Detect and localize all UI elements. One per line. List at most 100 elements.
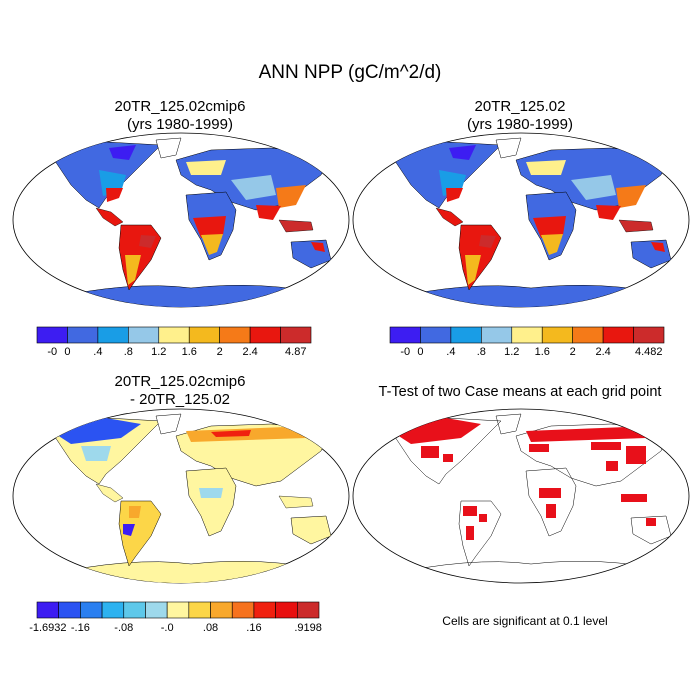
- map-top-left: [12, 132, 350, 308]
- colorbar-swatch: [145, 601, 168, 619]
- map-top-right: [352, 132, 690, 308]
- colorbar-tick-label: -.08: [114, 622, 134, 634]
- sa-north: [129, 506, 141, 518]
- sa-amazon: [479, 235, 496, 248]
- figure-title: ANN NPP (gC/m^2/d): [258, 62, 442, 83]
- colorbar-tick-label: 0: [64, 346, 71, 358]
- central-america: [435, 207, 464, 227]
- colorbar-swatch: [253, 601, 276, 619]
- colorbar-tick-label: -0: [47, 346, 58, 358]
- colorbar-swatch: [541, 326, 573, 344]
- europe: [186, 160, 226, 175]
- na-central: [81, 446, 111, 461]
- africa-outline: [525, 467, 577, 537]
- colorbar-tick-label: .9198: [294, 622, 322, 634]
- colorbar-swatch: [633, 326, 665, 344]
- panel-top-right-case: 20TR_125.02: [474, 98, 566, 115]
- colorbar-swatch: [219, 326, 251, 344]
- greenland: [155, 413, 182, 435]
- africa: [185, 467, 237, 537]
- colorbar-top-right-labels: -0 0 .4 .8 1.2 1.6 2 2.4 4.482: [390, 346, 664, 360]
- colorbar-tick-label: .8: [476, 346, 486, 358]
- africa-tropics: [533, 216, 566, 238]
- central-america: [95, 483, 124, 503]
- africa-tropics: [193, 216, 226, 238]
- significant-cells: [391, 418, 656, 540]
- greenland: [495, 137, 522, 159]
- na-north-decrease: [51, 418, 141, 444]
- colorbar-tick-label: .4: [93, 346, 103, 358]
- colorbar-top-left: [36, 326, 312, 344]
- maritime-continent: [618, 219, 654, 233]
- ttest-note: Cells are significant at 0.1 level: [442, 614, 608, 628]
- canada-arctic: [109, 145, 136, 160]
- panel-title-bottom-left: 20TR_125.02cmip6 - 20TR_125.02: [20, 373, 340, 409]
- colorbar-swatch: [166, 601, 190, 619]
- africa-south: [541, 234, 563, 255]
- colorbar-tick-label: 2: [569, 346, 576, 358]
- colorbar-top-right: [389, 326, 665, 344]
- colorbar-tick-label: .8: [123, 346, 133, 358]
- colorbar-swatch: [158, 326, 190, 344]
- colorbar-swatch: [80, 601, 103, 619]
- colorbar-tick-label: 2.4: [595, 346, 611, 358]
- colorbar-difference-labels: -1.6932 -.16 -.08 -.0 .08 .16 .9198: [29, 622, 322, 636]
- colorbar-swatch: [36, 326, 68, 344]
- australia: [290, 515, 332, 545]
- canada-arctic: [449, 145, 476, 160]
- colorbar-tick-label: -1.6932: [29, 622, 67, 634]
- north-america-outline: [390, 417, 502, 485]
- colorbar-swatch: [275, 601, 298, 619]
- colorbar-tick-label: -0: [400, 346, 411, 358]
- colorbar-swatch: [123, 601, 146, 619]
- colorbar-tick-label: 1.6: [534, 346, 550, 358]
- africa-sahel: [199, 488, 223, 498]
- colorbar-tick-label: .4: [446, 346, 456, 358]
- colorbar-swatch: [188, 601, 211, 619]
- colorbar-tick-label: .16: [246, 622, 262, 634]
- colorbar-swatch: [389, 326, 421, 344]
- sa-decrease: [123, 524, 135, 536]
- europe: [526, 160, 566, 175]
- eurasia-outline: [515, 423, 672, 487]
- colorbar-tick-label: -.16: [70, 622, 90, 634]
- panel-top-left-case: 20TR_125.02cmip6: [114, 98, 246, 115]
- panel-top-left-years: (yrs 1980-1999): [127, 116, 233, 133]
- south-america-outline: [458, 500, 502, 567]
- map-difference: [12, 408, 350, 584]
- africa-south: [201, 234, 223, 255]
- colorbar-swatch: [420, 326, 452, 344]
- east-asia: [616, 185, 646, 208]
- colorbar-swatch: [231, 601, 255, 619]
- colorbar-tick-label: 2.4: [242, 346, 258, 358]
- colorbar-tick-label: 4.482: [635, 346, 663, 358]
- colorbar-swatch: [97, 326, 129, 344]
- maritime-continent: [278, 495, 314, 509]
- panel-title-bottom-right: T-Test of two Case means at each grid po…: [378, 384, 662, 400]
- south-asia: [256, 205, 281, 220]
- australia-outline: [630, 515, 672, 545]
- colorbar-swatch: [58, 601, 81, 619]
- na-southeast: [446, 188, 463, 202]
- central-america: [95, 207, 124, 227]
- panel-bottom-left-minus: - 20TR_125.02: [129, 391, 231, 408]
- na-southeast: [106, 188, 123, 202]
- colorbar-swatch: [297, 601, 320, 619]
- panel-title-top-left: 20TR_125.02cmip6 (yrs 1980-1999): [20, 98, 340, 134]
- panel-top-right-years: (yrs 1980-1999): [467, 116, 573, 133]
- colorbar-top-left-labels: -0 0 .4 .8 1.2 1.6 2 2.4 4.87: [37, 346, 311, 360]
- colorbar-swatch: [210, 601, 233, 619]
- colorbar-swatch: [101, 601, 125, 619]
- panel-bottom-left-case: 20TR_125.02cmip6: [114, 373, 246, 390]
- central-asia: [231, 175, 276, 200]
- colorbar-tick-label: .08: [202, 622, 219, 634]
- colorbar-swatch: [572, 326, 604, 344]
- colorbar-tick-label: 4.87: [285, 346, 307, 358]
- colorbar-tick-label: 1.2: [504, 346, 520, 358]
- colorbar-difference: [36, 601, 320, 619]
- colorbar-swatch: [602, 326, 634, 344]
- colorbar-swatch: [67, 326, 99, 344]
- sa-south: [125, 255, 141, 285]
- colorbar-swatch: [280, 326, 312, 344]
- antarctica-outline: [380, 560, 672, 577]
